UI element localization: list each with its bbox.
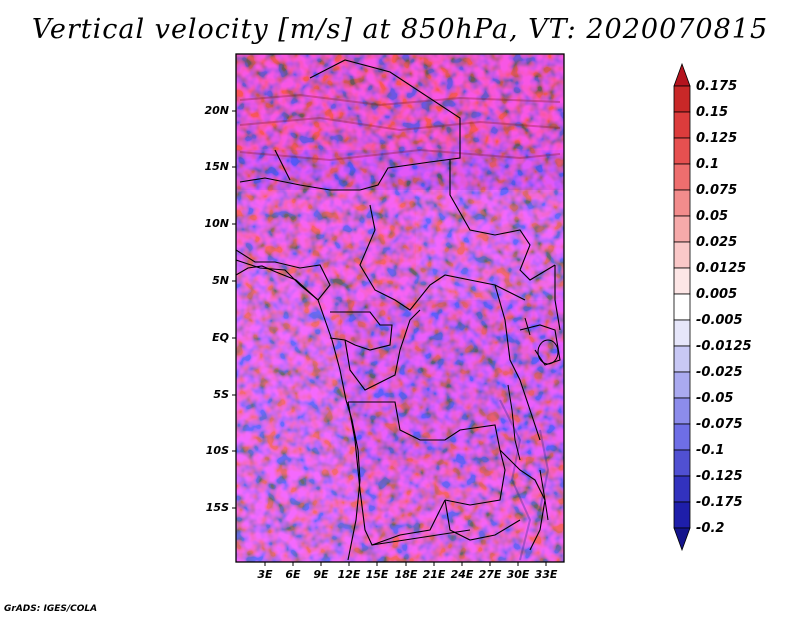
lat-label-20n: 20N bbox=[204, 104, 229, 117]
colorbar-label-neg0.0125: -0.0125 bbox=[696, 339, 752, 354]
country-borders bbox=[236, 59, 561, 551]
colorbar bbox=[673, 62, 691, 552]
lon-label-3e: 3E bbox=[257, 568, 273, 581]
lon-label-24e: 24E bbox=[450, 568, 474, 581]
lon-label-9e: 9E bbox=[313, 568, 329, 581]
lon-tick-marks bbox=[264, 562, 547, 566]
colorbar-label-0.1: 0.1 bbox=[696, 157, 720, 172]
colorbar-label-neg0.2: -0.2 bbox=[696, 521, 725, 536]
velocity-noise-texture bbox=[236, 54, 564, 562]
lat-tick-marks bbox=[232, 110, 236, 509]
colorbar-label-neg0.005: -0.005 bbox=[696, 313, 743, 328]
lon-label-30e: 30E bbox=[506, 568, 530, 581]
colorbar-segment bbox=[673, 345, 691, 373]
colorbar-label-0.05: 0.05 bbox=[696, 209, 729, 224]
lon-label-12e: 12E bbox=[337, 568, 361, 581]
colorbar-segment bbox=[673, 293, 691, 321]
colorbar-label-0.025: 0.025 bbox=[696, 235, 738, 250]
lon-label-15e: 15E bbox=[365, 568, 389, 581]
lat-label-15n: 15N bbox=[204, 160, 229, 173]
colorbar-segment bbox=[673, 501, 691, 529]
colorbar-segment bbox=[673, 111, 691, 139]
lat-label-10s: 10S bbox=[205, 444, 229, 457]
colorbar-label-0.075: 0.075 bbox=[696, 183, 738, 198]
colorbar-label-0.175: 0.175 bbox=[696, 79, 738, 94]
lakes bbox=[507, 317, 559, 521]
colorbar-segment bbox=[673, 241, 691, 269]
colorbar-label-neg0.1: -0.1 bbox=[696, 443, 725, 458]
colorbar-segment bbox=[673, 397, 691, 425]
colorbar-segment bbox=[673, 215, 691, 243]
grads-credit: GrADS: IGES/COLA bbox=[4, 604, 98, 614]
lon-label-33e: 33E bbox=[534, 568, 558, 581]
colorbar-segment bbox=[673, 267, 691, 295]
colorbar-segment bbox=[673, 85, 691, 113]
lat-label-5s: 5S bbox=[213, 388, 229, 401]
colorbar-bottom-arrow bbox=[673, 527, 691, 552]
lon-label-27e: 27E bbox=[478, 568, 502, 581]
lon-label-21e: 21E bbox=[422, 568, 446, 581]
colorbar-label-neg0.125: -0.125 bbox=[696, 469, 743, 484]
lat-label-15s: 15S bbox=[205, 501, 229, 514]
colorbar-label-neg0.175: -0.175 bbox=[696, 495, 743, 510]
colorbar-label-neg0.05: -0.05 bbox=[696, 391, 734, 406]
colorbar-segment bbox=[673, 163, 691, 191]
map-plot-area bbox=[236, 54, 564, 562]
colorbar-segment bbox=[673, 137, 691, 165]
lon-label-6e: 6E bbox=[285, 568, 301, 581]
lake-tanganyika bbox=[507, 384, 521, 461]
colorbar-segment bbox=[673, 189, 691, 217]
sahara-streaks bbox=[239, 93, 561, 162]
lake-malawi bbox=[539, 469, 549, 521]
coastlines bbox=[236, 259, 361, 561]
colorbar-label-neg0.075: -0.075 bbox=[696, 417, 743, 432]
lat-label-eq: EQ bbox=[212, 331, 229, 344]
colorbar-label-0.15: 0.15 bbox=[696, 105, 729, 120]
map-frame bbox=[235, 53, 565, 563]
colorbar-top-arrow bbox=[673, 62, 691, 87]
colorbar-label-0.125: 0.125 bbox=[696, 131, 738, 146]
colorbar-segment bbox=[673, 319, 691, 347]
colorbar-label-0.0125: 0.0125 bbox=[696, 261, 747, 276]
colorbar-segment bbox=[673, 475, 691, 503]
lat-label-10n: 10N bbox=[204, 217, 229, 230]
colorbar-segment bbox=[673, 449, 691, 477]
colorbar-label-neg0.025: -0.025 bbox=[696, 365, 743, 380]
lake-victoria bbox=[537, 339, 559, 365]
colorbar-label-0.005: 0.005 bbox=[696, 287, 738, 302]
colorbar-segment bbox=[673, 423, 691, 451]
lat-label-5n: 5N bbox=[212, 274, 229, 287]
lake-albert bbox=[524, 317, 531, 336]
map-title: Vertical velocity [m/s] at 850hPa, VT: 2… bbox=[31, 14, 769, 45]
lon-label-18e: 18E bbox=[394, 568, 418, 581]
colorbar-segment bbox=[673, 371, 691, 399]
